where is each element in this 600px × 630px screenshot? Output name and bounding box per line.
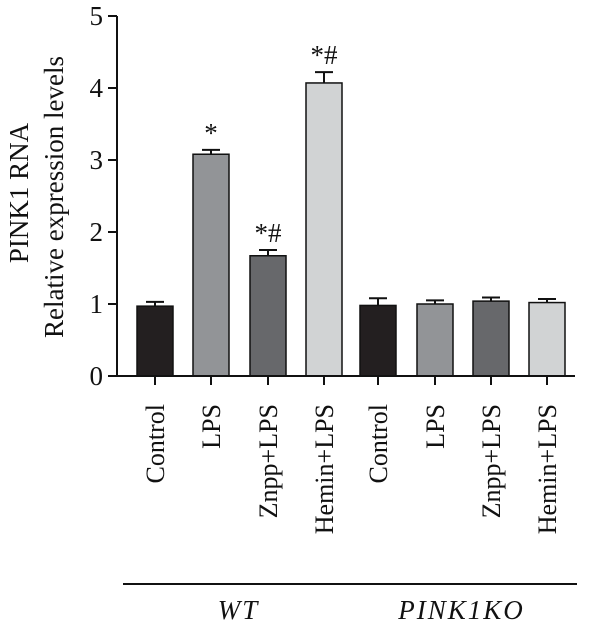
- group-label: WT: [218, 595, 260, 625]
- x-tick-label: Hemin+LPS: [533, 404, 562, 534]
- group-label: PINK1KO: [397, 595, 525, 625]
- bar: [359, 304, 397, 377]
- bar: [249, 255, 287, 377]
- x-tick-label: Hemin+LPS: [310, 404, 339, 534]
- y-tick-label: 2: [90, 217, 104, 247]
- y-tick-label: 4: [90, 73, 104, 103]
- bars: * *# *#: [136, 40, 566, 377]
- y-tick-label: 5: [90, 1, 104, 31]
- significance-marker: *: [204, 118, 218, 148]
- y-tick-label: 0: [90, 361, 104, 391]
- bar: [136, 305, 174, 377]
- bar: [416, 303, 454, 377]
- group-labels: WT PINK1KO: [123, 583, 577, 625]
- significance-marker: *#: [255, 218, 283, 248]
- x-tick-label: LPS: [197, 404, 226, 449]
- x-axis: Control LPS Znpp+LPS Hemin+LPS Control LPS Znp…: [117, 375, 575, 534]
- y-tick-label: 1: [90, 289, 104, 319]
- bar: [472, 300, 510, 377]
- y-axis-title-line2: Relative expression levels: [39, 56, 69, 338]
- x-tick-label: Control: [141, 404, 170, 483]
- bar: [192, 153, 230, 377]
- y-axis-title-line1: PINK1 RNA: [4, 122, 34, 263]
- y-axis-title: PINK1 RNA Relative expression levels: [4, 56, 69, 338]
- y-tick-label: 3: [90, 145, 104, 175]
- x-tick-label: Control: [364, 404, 393, 483]
- bar: [528, 301, 566, 377]
- bar: [305, 82, 343, 377]
- x-tick-label: Znpp+LPS: [254, 404, 283, 518]
- x-tick-label: Znpp+LPS: [477, 404, 506, 518]
- x-tick-label: LPS: [421, 404, 450, 449]
- y-axis: 0 1 2 3 4 5: [90, 1, 118, 391]
- significance-marker: *#: [311, 40, 339, 70]
